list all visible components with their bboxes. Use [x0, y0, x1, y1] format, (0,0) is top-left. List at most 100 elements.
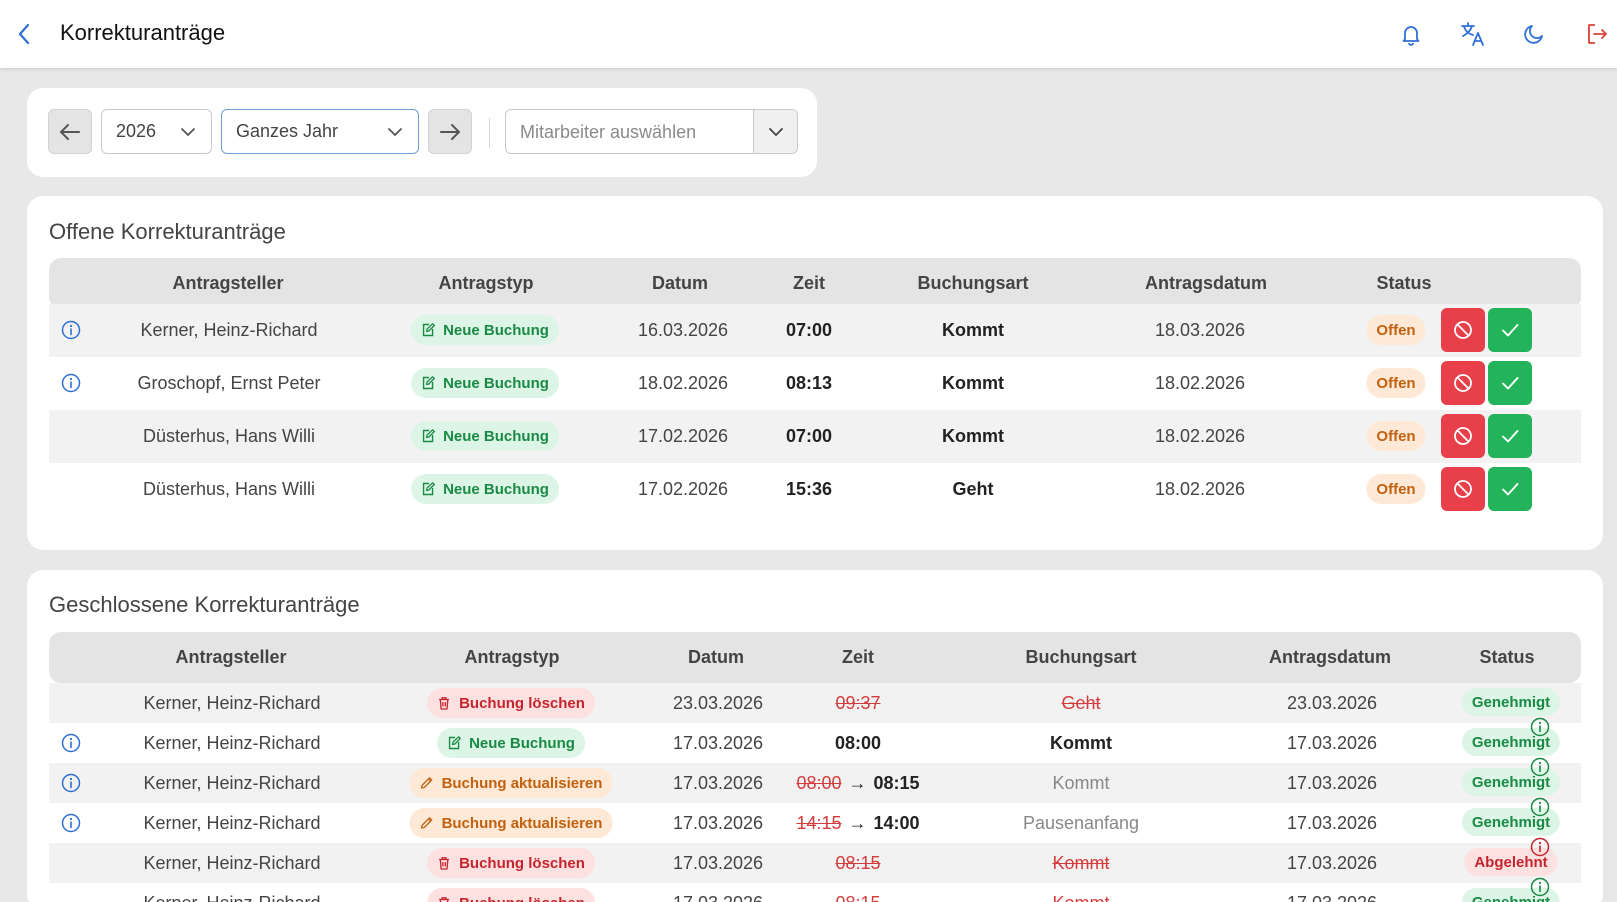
- page-title: Korrekturanträge: [60, 20, 226, 45]
- booking-type: Kommt: [942, 320, 1004, 340]
- arrow-left-icon: [60, 123, 80, 140]
- request-type-badge: Buchung löschen: [427, 888, 595, 902]
- open-requests-title: Offene Korrekturanträge: [49, 219, 286, 244]
- translate-icon[interactable]: [1459, 20, 1487, 48]
- info-icon[interactable]: [60, 812, 82, 834]
- next-period-button[interactable]: [428, 109, 472, 154]
- employee-dropdown-toggle[interactable]: [753, 110, 797, 153]
- applicant-name: Kerner, Heinz-Richard: [143, 813, 321, 833]
- booking-type: Geht: [952, 479, 994, 499]
- booking-time-new: 14:00: [873, 813, 920, 833]
- year-select[interactable]: 2026: [101, 109, 212, 154]
- booking-time: 14:15 → 14:00: [796, 813, 919, 834]
- booking-time-old: 14:15: [796, 813, 842, 833]
- applicant-name: Kerner, Heinz-Richard: [143, 773, 321, 793]
- closed-requests-card: Geschlossene Korrekturanträge Antragstel…: [27, 570, 1603, 902]
- booking-time: 07:00: [785, 426, 833, 446]
- approve-button[interactable]: [1488, 467, 1532, 511]
- request-type-badge: Buchung aktualisieren: [409, 768, 613, 798]
- status-badge: Offen: [1366, 474, 1426, 504]
- request-date: 18.02.2026: [1154, 426, 1246, 446]
- request-type-label: Neue Buchung: [443, 321, 549, 339]
- employee-select[interactable]: Mitarbeiter auswählen: [505, 109, 798, 154]
- edit-icon: [420, 816, 438, 830]
- period-select[interactable]: Ganzes Jahr: [221, 109, 419, 154]
- reject-button[interactable]: [1441, 361, 1485, 405]
- request-type-badge: Buchung löschen: [427, 688, 595, 718]
- booking-time: 08:15: [835, 853, 880, 874]
- approve-button[interactable]: [1488, 414, 1532, 458]
- request-type-badge: Neue Buchung: [411, 368, 559, 398]
- booking-date: 17.03.2026: [672, 813, 764, 833]
- back-icon[interactable]: [12, 22, 36, 46]
- status-info-icon[interactable]: [1529, 836, 1551, 858]
- info-icon[interactable]: [60, 732, 82, 754]
- logout-icon[interactable]: [1583, 20, 1611, 48]
- approve-button[interactable]: [1488, 308, 1532, 352]
- table-row: Düsterhus, Hans Willi Neue Buchung 17.02.2…: [49, 410, 1581, 463]
- closed-requests-title: Geschlossene Korrekturanträge: [49, 592, 360, 617]
- bell-icon[interactable]: [1397, 20, 1425, 48]
- reject-button[interactable]: [1441, 308, 1485, 352]
- filter-card: 2026 Ganzes Jahr Mitarbeiter auswählen: [27, 88, 817, 177]
- reject-button[interactable]: [1441, 414, 1485, 458]
- booking-date: 17.03.2026: [672, 733, 764, 753]
- edit-icon: [420, 776, 438, 790]
- applicant-name: Kerner, Heinz-Richard: [143, 853, 321, 873]
- prev-period-button[interactable]: [48, 109, 92, 154]
- booking-type: Kommt: [1052, 893, 1109, 902]
- info-icon[interactable]: [60, 319, 82, 341]
- booking-time-old: 08:00: [796, 773, 842, 793]
- status-badge: Genehmigt: [1461, 888, 1561, 902]
- request-type-badge: Neue Buchung: [411, 474, 559, 504]
- booking-time: 08:00 → 08:15: [796, 773, 919, 794]
- moon-icon[interactable]: [1520, 20, 1548, 48]
- open-table-header: Antragsteller Antragstyp Datum Zeit Buch…: [49, 258, 1581, 309]
- booking-time: 08:15: [835, 893, 880, 902]
- table-row: Kerner, Heinz-Richard Neue Buchung 17.03.2…: [49, 717, 1581, 763]
- request-type-label: Buchung aktualisieren: [441, 814, 603, 832]
- reject-button[interactable]: [1441, 467, 1485, 511]
- new-entry-icon: [421, 482, 439, 496]
- info-icon[interactable]: [60, 772, 82, 794]
- booking-date: 17.03.2026: [673, 893, 763, 902]
- divider: [489, 118, 490, 148]
- open-requests-card: Offene Korrekturanträge Antragsteller An…: [27, 196, 1603, 550]
- request-date: 17.03.2026: [1287, 893, 1377, 902]
- status-info-icon[interactable]: [1529, 756, 1551, 778]
- status-info-icon[interactable]: [1529, 876, 1551, 898]
- col-antragsdatum: Antragsdatum: [1144, 273, 1268, 293]
- check-icon: [1502, 483, 1519, 496]
- col-antragsteller: Antragsteller: [175, 647, 287, 667]
- col-zeit: Zeit: [841, 647, 875, 667]
- request-type-badge: Buchung löschen: [427, 848, 595, 878]
- applicant-name: Kerner, Heinz-Richard: [140, 320, 318, 340]
- check-icon: [1502, 324, 1519, 337]
- table-row: Kerner, Heinz-Richard Buchung aktualisier…: [49, 757, 1581, 803]
- trash-icon: [437, 896, 455, 902]
- status-badge: Genehmigt: [1461, 688, 1561, 716]
- request-type-label: Neue Buchung: [469, 734, 575, 752]
- booking-date: 16.03.2026: [637, 320, 729, 340]
- request-type-badge: Neue Buchung: [411, 315, 559, 345]
- col-buchungsart: Buchungsart: [917, 273, 1029, 293]
- col-antragstyp: Antragstyp: [464, 647, 560, 667]
- status-info-icon[interactable]: [1529, 716, 1551, 738]
- new-entry-icon: [421, 429, 439, 443]
- status-info-icon[interactable]: [1529, 796, 1551, 818]
- booking-type: Kommt: [942, 373, 1004, 393]
- ban-icon: [1454, 427, 1472, 445]
- arrow-separator: →: [843, 813, 872, 833]
- col-datum: Datum: [651, 273, 709, 293]
- status-badge: Offen: [1366, 421, 1426, 451]
- status-badge: Offen: [1366, 368, 1426, 398]
- request-type-label: Neue Buchung: [443, 427, 549, 445]
- info-icon[interactable]: [60, 372, 82, 394]
- booking-time: 15:36: [785, 479, 833, 499]
- approve-button[interactable]: [1488, 361, 1532, 405]
- booking-type: Geht: [1061, 693, 1101, 713]
- col-status: Status: [1479, 647, 1535, 667]
- col-buchungsart: Buchungsart: [1025, 647, 1137, 667]
- check-icon: [1502, 430, 1519, 443]
- status-badge: Genehmigt: [1461, 768, 1561, 796]
